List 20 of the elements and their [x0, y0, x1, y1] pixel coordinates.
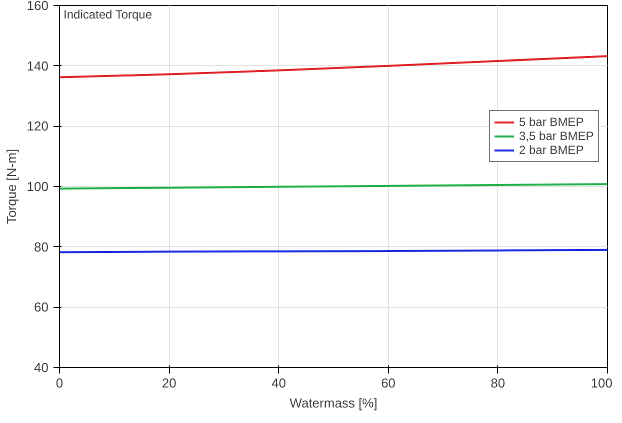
x-tick-label: 100 [590, 376, 613, 390]
legend-label: 5 bar BMEP [519, 115, 584, 129]
x-tick-label: 20 [162, 376, 176, 390]
legend-label: 3,5 bar BMEP [519, 129, 594, 143]
x-tick-label: 0 [56, 376, 64, 390]
y-axis-title: Torque [N-m] [4, 148, 19, 224]
y-tick-label: 120 [26, 118, 49, 134]
y-tick-label: 80 [34, 239, 49, 254]
y-tick-label: 160 [26, 0, 49, 13]
x-axis-title: Watermass [%] [290, 396, 378, 410]
y-tick-label: 40 [34, 360, 49, 375]
chart-title: Indicated Torque [64, 8, 152, 22]
x-tick-label: 60 [381, 376, 396, 390]
x-tick-label: 40 [271, 376, 286, 390]
y-tick-label: 60 [34, 300, 49, 315]
x-tick-label: 80 [490, 376, 506, 390]
y-tick-label: 100 [26, 179, 49, 194]
y-tick-label: 140 [26, 58, 49, 74]
legend-label: 2 bar BMEP [519, 143, 584, 157]
line-series [60, 55, 608, 78]
